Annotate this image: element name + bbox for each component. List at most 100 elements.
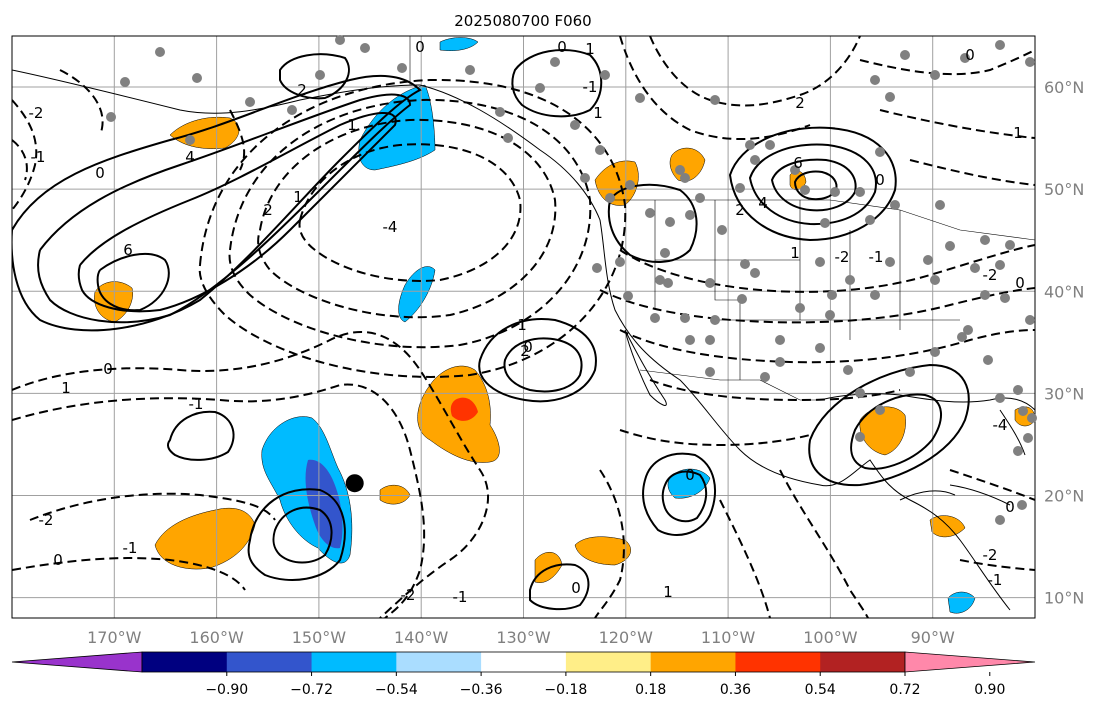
longitude-tick-label: 170°W [87,628,142,647]
contour-line [12,330,490,618]
contour-value-label: -2 [39,511,54,529]
contour-value-label: 0 [523,338,533,356]
station-dot [960,53,970,63]
station-dot [645,208,655,218]
station-dot [775,357,785,367]
station-dot [705,278,715,288]
contour-line [619,329,1035,364]
positive-anomaly-core [450,397,478,421]
contour-line [29,492,276,521]
baja-california-coastline [624,329,667,406]
station-dot [855,432,865,442]
station-dot [335,35,345,45]
station-dot [875,147,885,157]
longitude-tick-label: 110°W [701,628,756,647]
station-dot [870,290,880,300]
yucatan-coastline [899,490,956,501]
station-dot [885,92,895,102]
station-dot [192,73,202,83]
contour-value-label: -2 [983,546,998,564]
contour-line [96,252,170,312]
solid-contours [12,49,970,611]
contour-line [298,143,522,282]
station-dot [855,388,865,398]
station-dot [750,155,760,165]
contour-line [198,78,627,378]
contour-value-label: -1 [31,148,46,166]
station-dot [655,275,665,285]
station-dot [315,70,325,80]
contour-line [619,429,811,447]
station-dot [865,215,875,225]
station-dot [595,145,605,155]
station-dot [155,47,165,57]
longitude-tick-label: 120°W [599,628,654,647]
station-dot [905,367,915,377]
station-dot [680,173,690,183]
contour-value-label: 6 [793,154,803,172]
contour-value-label: 2 [263,201,273,219]
station-dot [1023,433,1033,443]
contour-value-label: -1 [123,539,138,557]
station-dot [1000,293,1010,303]
negative-anomaly-region [667,468,711,499]
contour-value-label: 0 [685,466,695,484]
station-dot [980,290,990,300]
station-markers [106,35,1037,525]
station-dot [705,335,715,345]
contour-value-label: -4 [383,218,398,236]
contour-line [649,36,861,107]
station-dot [705,367,715,377]
station-dot [815,343,825,353]
contour-line [511,49,603,118]
contour-value-label: -2 [835,248,850,266]
station-dot [970,263,980,273]
station-dot [800,185,810,195]
contour-value-label: -4 [993,416,1008,434]
longitude-tick-label: 100°W [803,628,858,647]
colorbar-segment [396,652,482,672]
contour-line [661,470,708,523]
station-dot [685,335,695,345]
state-border [714,200,741,380]
station-dot [875,405,885,415]
station-dot [663,278,673,288]
contour-value-label: 1 [1013,124,1023,142]
negative-anomaly-region [439,37,479,51]
contour-line [12,383,426,618]
contour-line [649,379,901,402]
station-dot [945,241,955,251]
north-america-coastline [419,84,1011,611]
latitude-tick-label: 40°N [1044,282,1084,301]
contour-line [949,469,1035,501]
station-dot [830,187,840,197]
storm-position-marker [345,474,364,493]
contour-line [808,363,970,487]
station-dot [775,335,785,345]
contour-value-label: -1 [583,78,598,96]
station-dot [465,65,475,75]
station-dot [665,217,675,227]
station-dot [740,259,750,269]
colorbar-tick-label: −0.90 [205,682,248,698]
colorbar: −0.90 −0.72 −0.54 −0.36 −0.18 0.18 0.36 0.54 0.7… [11,651,1036,698]
contour-value-label: 2 [735,201,745,219]
contour-line [619,36,811,141]
contour-line [279,53,350,100]
station-dot [980,235,990,245]
gridlines [12,36,1035,618]
contour-value-label: 1 [61,379,71,397]
station-dot [745,140,755,150]
station-dot [600,70,610,80]
colorbar-tick-label: −0.18 [544,682,587,698]
station-dot [635,93,645,103]
station-dot [503,133,513,143]
contour-line [642,452,716,536]
station-dot [820,218,830,228]
contour-line [37,93,412,324]
latitude-tick-label: 20°N [1044,486,1084,505]
station-dot [660,248,670,258]
latitude-tick-label: 60°N [1044,78,1084,97]
latitude-tick-label: 50°N [1044,180,1084,199]
